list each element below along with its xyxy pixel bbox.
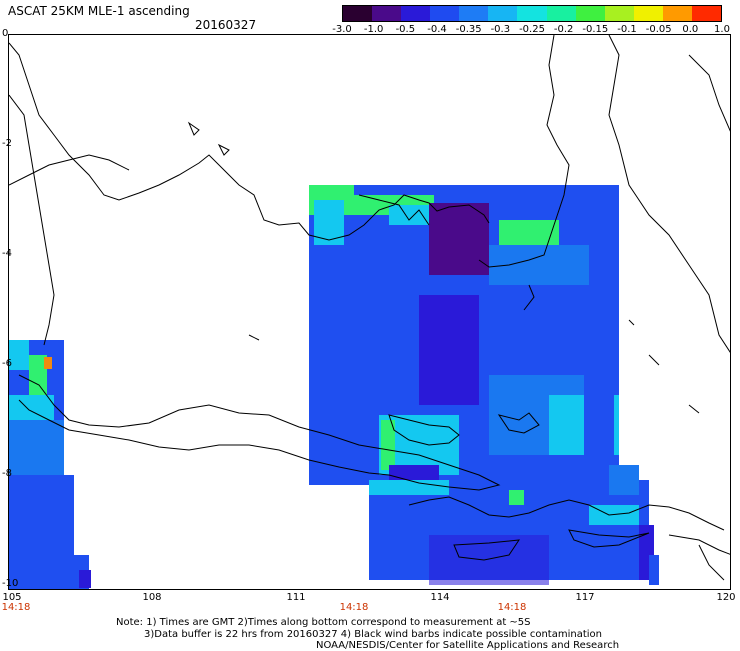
y-tick-4: -8 (2, 468, 12, 479)
color-bar-label-9: -0.1 (617, 24, 637, 35)
map-panel (8, 34, 731, 590)
color-bar-swatch-1 (372, 6, 402, 21)
note-line-1: Note: 1) Times are GMT 2)Times along bot… (116, 617, 531, 628)
swath-center (309, 185, 659, 585)
map-date: 20160327 (195, 18, 257, 32)
x-tick-1: 108 (142, 592, 162, 603)
pass-time-1: 14:18 (1, 602, 31, 613)
color-bar-swatch-6 (517, 6, 547, 21)
color-bar-label-6: -0.25 (519, 24, 545, 35)
color-bar-swatch-10 (633, 6, 663, 21)
color-bar-label-5: -0.3 (490, 24, 511, 35)
color-bar-swatch-12 (691, 6, 722, 21)
color-bar-label-7: -0.2 (553, 24, 574, 35)
color-bar-swatch-0 (343, 6, 373, 21)
color-bar-swatch-8 (575, 6, 605, 21)
color-bar-labels: -3.0 -1.0 -0.5 -0.4 -0.35 -0.3 -0.25 -0.2 -0.15-… (328, 24, 738, 38)
map-title: ASCAT 25KM MLE-1 ascending (8, 4, 190, 18)
pass-time-3: 14:18 (497, 602, 527, 613)
y-tick-5: -10 (2, 578, 19, 589)
x-tick-4: 117 (575, 592, 595, 603)
color-bar-label-10: -0.05 (645, 24, 672, 35)
x-tick-3: 114 (430, 592, 450, 603)
color-bar-label-8: -0.15 (582, 24, 609, 35)
y-tick-1: -2 (2, 138, 12, 149)
x-tick-5: 120 (716, 592, 736, 603)
color-bar-swatch-7 (546, 6, 576, 21)
x-tick-2: 111 (286, 592, 306, 603)
x-tick-0: 105 (2, 592, 22, 603)
color-bar-label-1: -1.0 (363, 24, 384, 35)
map-svg (9, 35, 730, 589)
color-bar-swatch-9 (604, 6, 634, 21)
color-bar-swatch-11 (662, 6, 692, 21)
color-bar-swatch-3 (430, 6, 460, 21)
color-bar-label-0: -3.0 (332, 24, 352, 35)
color-bar-label-2: -0.5 (395, 24, 416, 35)
credit-line: NOAA/NESDIS/Center for Satellite Applica… (316, 640, 620, 651)
color-bar-label-4: -0.35 (455, 24, 482, 35)
coastlines (9, 35, 730, 581)
y-tick-3: -6 (2, 358, 12, 369)
color-bar-swatch-2 (401, 6, 431, 21)
y-tick-0: 0 (2, 28, 9, 39)
y-tick-2: -4 (2, 248, 12, 259)
color-bar-swatch-4 (459, 6, 489, 21)
color-bar (342, 5, 722, 22)
pass-time-2: 14:18 (339, 602, 369, 613)
note-line-2: 3)Data buffer is 22 hrs from 20160327 4)… (144, 629, 602, 640)
swath-left (9, 340, 91, 589)
color-bar-label-3: -0.4 (427, 24, 447, 35)
color-bar-swatch-5 (488, 6, 518, 21)
color-bar-label-11: 0.0 (682, 24, 699, 35)
color-bar-label-12: 1.0 (714, 24, 730, 35)
